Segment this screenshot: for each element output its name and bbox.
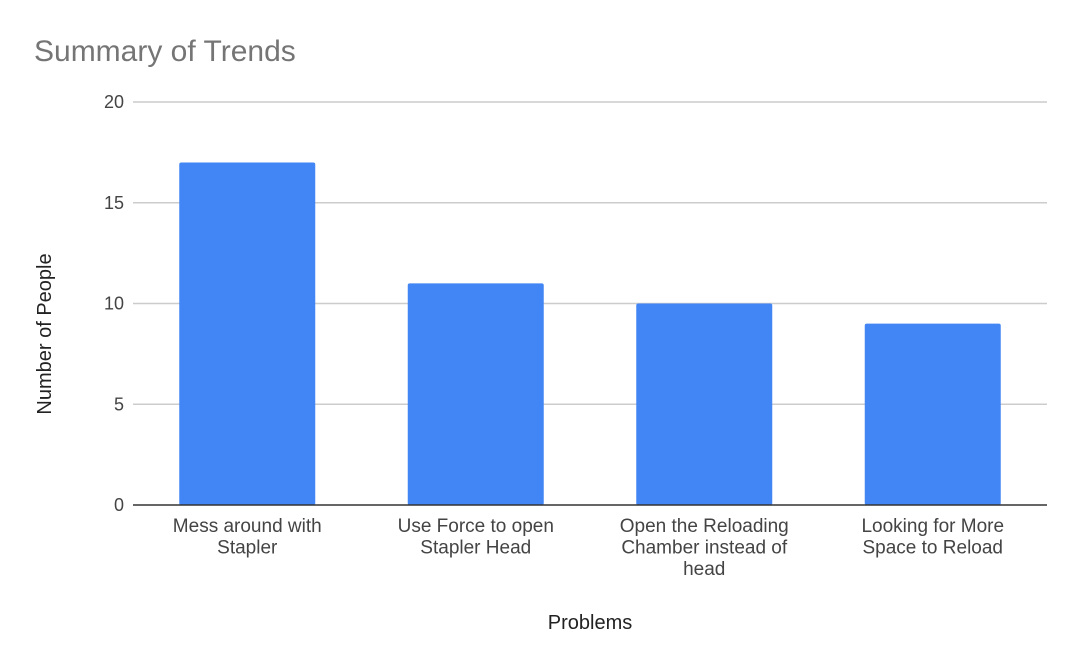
y-tick-label: 15 [104,193,124,213]
y-tick-label: 20 [104,92,124,112]
x-axis-title: Problems [548,612,632,634]
y-tick-labels: 0 5 10 15 20 [104,92,124,515]
y-tick-label: 10 [104,294,124,314]
x-category-labels: Mess around with Stapler Use Force to open… [173,516,1004,580]
bar [179,162,316,505]
bar [636,303,773,505]
x-category-label: Open the Reloading Chamber instead of head [620,516,789,580]
bars [179,162,1001,505]
bar [407,283,544,505]
x-category-label: Mess around with Stapler [173,516,322,559]
y-axis-title: Number of People [34,253,56,414]
chart-title: Summary of Trends [34,35,296,68]
bar [864,323,1001,505]
x-category-label: Looking for More Space to Reload [861,516,1004,559]
y-tick-label: 5 [114,394,124,414]
y-tick-label: 0 [114,495,124,515]
x-category-label: Use Force to open Stapler Head [398,516,554,559]
